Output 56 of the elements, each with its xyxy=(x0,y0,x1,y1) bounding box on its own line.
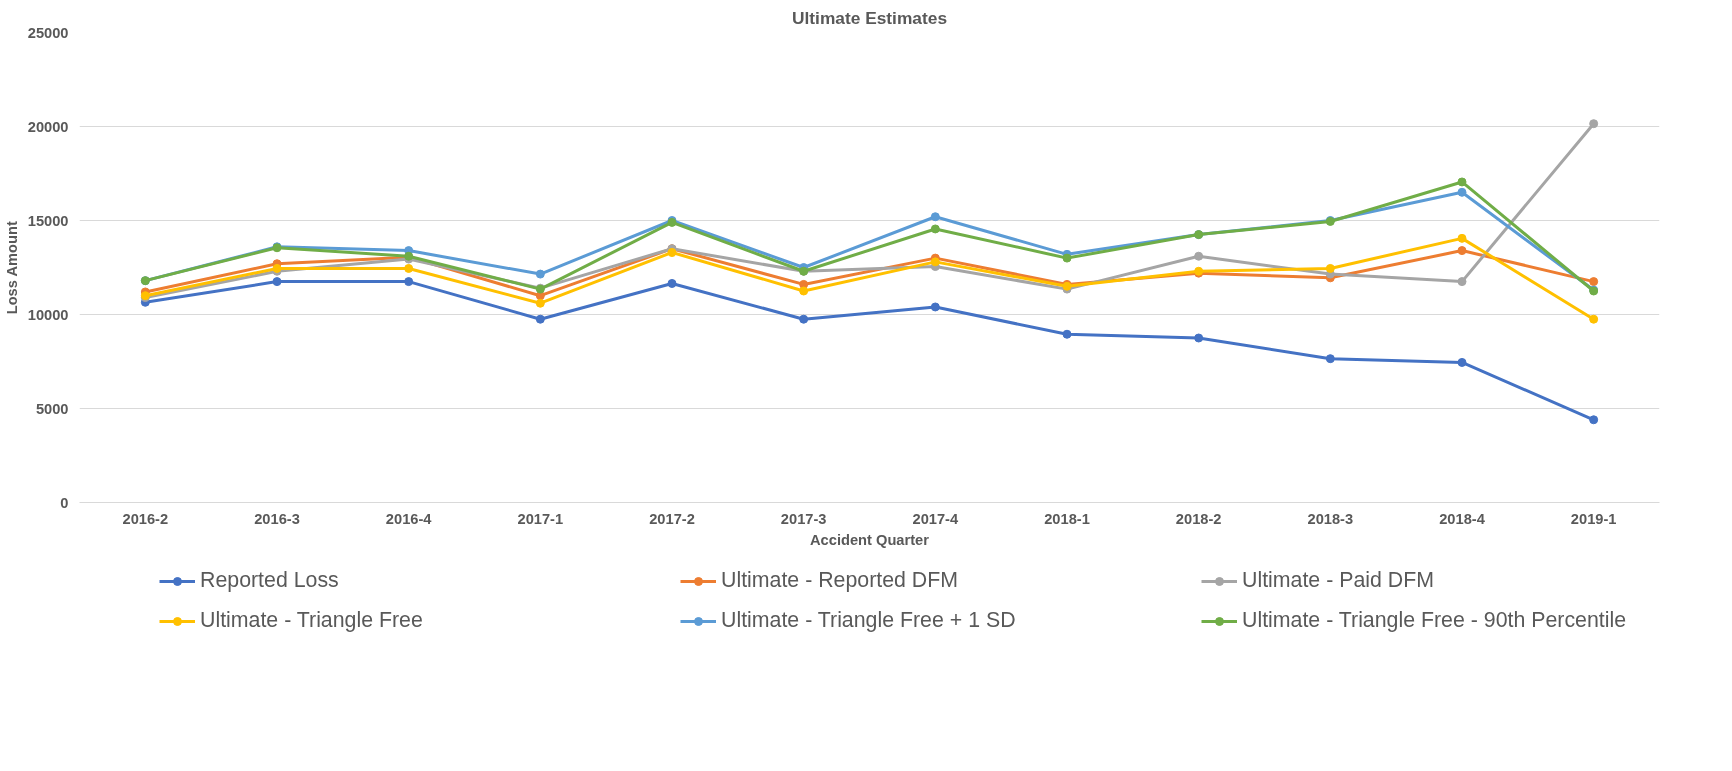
point xyxy=(1325,263,1335,273)
point xyxy=(1457,357,1467,367)
point xyxy=(1194,333,1204,343)
y-tick-label: 10000 xyxy=(27,306,69,323)
point xyxy=(1457,233,1467,243)
point xyxy=(1457,246,1467,256)
point xyxy=(1325,354,1335,364)
point xyxy=(404,277,414,287)
x-tick-label: 2016-3 xyxy=(254,510,300,527)
point xyxy=(535,298,545,308)
point xyxy=(272,277,282,287)
point xyxy=(930,257,940,267)
legend-label: Ultimate - Reported DFM xyxy=(721,568,960,593)
x-tick-label: 2019-1 xyxy=(1570,510,1617,527)
point xyxy=(930,212,940,222)
chart-title: Ultimate Estimates xyxy=(791,7,948,28)
point xyxy=(1062,329,1072,339)
y-tick-label: 0 xyxy=(60,494,69,511)
y-tick-label: 20000 xyxy=(27,118,69,135)
point xyxy=(1457,277,1467,287)
y-tick-label: 5000 xyxy=(35,400,69,417)
x-tick-label: 2018-1 xyxy=(1044,510,1090,527)
x-axis-title: Accident Quarter xyxy=(810,531,930,548)
legend-label: Ultimate - Triangle Free - 90th Percentile xyxy=(1242,608,1628,633)
legend-label: Ultimate - Paid DFM xyxy=(1242,568,1435,593)
point xyxy=(930,302,940,312)
y-tick-label: 15000 xyxy=(27,212,69,229)
point xyxy=(930,224,940,234)
point xyxy=(535,314,545,324)
point xyxy=(799,314,809,324)
x-tick-label: 2017-1 xyxy=(517,510,564,527)
legend-label: Ultimate - Triangle Free + 1 SD xyxy=(721,608,1017,633)
point xyxy=(1194,251,1204,261)
x-tick-label: 2017-3 xyxy=(780,510,827,527)
point xyxy=(667,278,677,288)
point xyxy=(1457,187,1467,197)
y-tick-label: 25000 xyxy=(27,24,69,41)
point xyxy=(1062,253,1072,263)
x-tick-label: 2016-4 xyxy=(385,510,433,527)
point xyxy=(799,286,809,296)
point xyxy=(1457,177,1467,187)
point xyxy=(1589,314,1599,324)
point xyxy=(1589,277,1599,287)
legend-label: Reported Loss xyxy=(200,568,340,593)
x-tick-label: 2018-4 xyxy=(1439,510,1486,527)
point xyxy=(535,269,545,279)
y-axis-title: Loss Amount xyxy=(3,221,20,315)
point xyxy=(404,263,414,273)
legend-label: Ultimate - Triangle Free xyxy=(200,608,424,633)
x-tick-label: 2017-2 xyxy=(649,510,695,527)
x-tick-label: 2016-2 xyxy=(122,510,169,527)
x-tick-label: 2017-4 xyxy=(912,510,959,527)
x-tick-label: 2018-2 xyxy=(1175,510,1222,527)
point xyxy=(1589,415,1599,425)
point xyxy=(1589,119,1599,129)
x-tick-label: 2018-3 xyxy=(1307,510,1354,527)
